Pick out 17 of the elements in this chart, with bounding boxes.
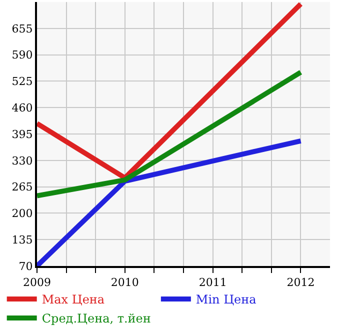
y-tick-label: 135 <box>12 233 33 246</box>
x-tick-label: 2009 <box>23 276 51 290</box>
y-tick-label: 460 <box>12 101 33 114</box>
legend-label: Сред.Цена, т.йен <box>42 312 151 326</box>
legend-label: Min Цена <box>196 292 256 307</box>
y-tick-label: 525 <box>12 75 33 88</box>
y-tick-label: 330 <box>12 154 33 168</box>
x-tick-label: 2012 <box>286 276 315 290</box>
x-tick-label: 2010 <box>110 276 139 290</box>
y-tick-label: 200 <box>12 207 33 220</box>
y-tick-label: 590 <box>12 48 33 62</box>
y-tick-label: 265 <box>12 180 33 194</box>
legend-label: Max Цена <box>42 292 105 307</box>
y-tick-label: 70 <box>18 260 33 273</box>
y-tick-label: 655 <box>12 22 33 36</box>
y-tick-label: 395 <box>12 128 33 141</box>
x-tick-label: 2011 <box>198 276 227 290</box>
